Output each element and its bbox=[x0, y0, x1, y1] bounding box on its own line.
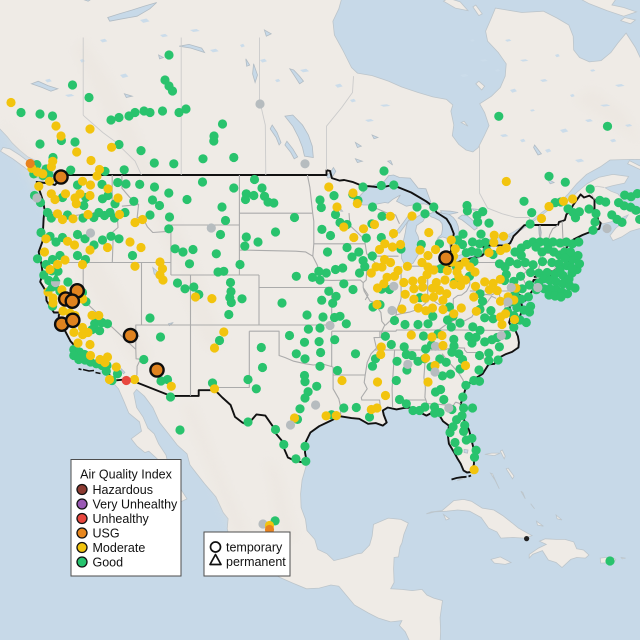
svg-text:Moderate: Moderate bbox=[93, 541, 146, 555]
svg-text:Unhealthy: Unhealthy bbox=[93, 512, 150, 526]
svg-text:Hazardous: Hazardous bbox=[93, 483, 153, 497]
svg-text:USG: USG bbox=[93, 527, 120, 541]
svg-text:Good: Good bbox=[93, 556, 124, 570]
svg-text:permanent: permanent bbox=[226, 555, 286, 569]
svg-text:Very Unhealthy: Very Unhealthy bbox=[93, 498, 179, 512]
svg-text:Air Quality Index: Air Quality Index bbox=[80, 468, 172, 482]
svg-text:temporary: temporary bbox=[226, 541, 283, 555]
